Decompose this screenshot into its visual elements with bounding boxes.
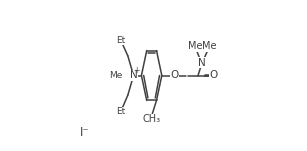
Text: Me: Me <box>202 41 217 51</box>
Text: N: N <box>130 71 138 80</box>
Text: O: O <box>210 71 218 80</box>
Text: O: O <box>170 71 179 80</box>
Text: Et: Et <box>116 107 126 116</box>
Text: N: N <box>198 58 206 68</box>
Text: Et: Et <box>116 35 126 45</box>
Text: CH₃: CH₃ <box>143 114 161 124</box>
Text: I⁻: I⁻ <box>80 126 90 139</box>
Text: Me: Me <box>188 41 202 51</box>
Text: Me: Me <box>109 71 122 80</box>
Text: +: + <box>133 66 139 75</box>
